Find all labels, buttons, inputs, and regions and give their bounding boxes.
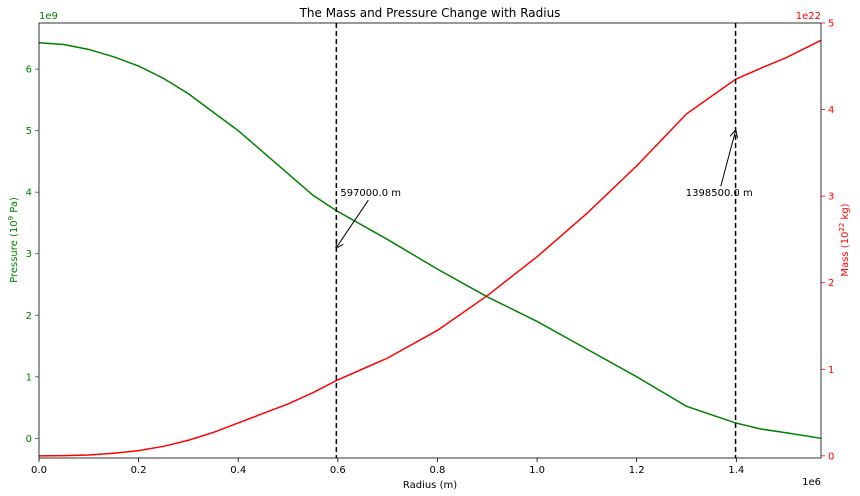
chart-title: The Mass and Pressure Change with Radius	[299, 6, 561, 20]
annotation-arrow-0	[336, 199, 369, 247]
right-axis-ticks: 0 1 2 3 4 5	[821, 19, 834, 462]
plot-frame	[38, 22, 822, 459]
left-tick-label: 4	[26, 188, 32, 199]
x-tick-label: 1.4	[728, 465, 744, 476]
right-axis-label-suffix: kg)	[840, 203, 851, 222]
annotation-label-1: 1398500.0 m	[686, 188, 753, 199]
plot-background	[39, 23, 821, 458]
left-tick-label: 3	[26, 249, 32, 260]
left-tick-label: 2	[26, 311, 32, 322]
x-tick-label: 1.0	[529, 465, 545, 476]
right-tick-label: 1	[828, 365, 834, 376]
left-tick-label: 5	[26, 126, 32, 137]
x-tick-label: 1.2	[629, 465, 645, 476]
left-tick-label: 1	[26, 372, 32, 383]
annotation-layer: 597000.0 m 1398500.0 m	[336, 131, 753, 248]
right-tick-label: 2	[828, 278, 834, 289]
x-tick-label: 0.0	[31, 465, 47, 476]
x-tick-label: 0.8	[430, 465, 446, 476]
x-axis-offset-text: 1e6	[802, 477, 821, 488]
right-tick-label: 0	[828, 451, 834, 462]
x-axis-ticks: 0.0 0.2 0.4 0.6 0.8 1.0 1.2 1.4	[31, 458, 744, 476]
x-tick-label: 0.6	[330, 465, 346, 476]
right-axis-label: Mass (1022 kg)	[838, 203, 851, 276]
annotation-label-0: 597000.0 m	[340, 188, 401, 199]
x-tick-label: 0.4	[230, 465, 246, 476]
right-tick-label: 5	[828, 19, 834, 30]
right-axis-label-exponent: 22	[838, 223, 846, 232]
right-axis-label-prefix: Mass (10	[840, 232, 851, 277]
left-axis-offset-text: 1e9	[39, 11, 58, 22]
right-tick-label: 4	[828, 105, 834, 116]
annotation-arrow-1	[720, 131, 736, 187]
left-tick-label: 0	[26, 434, 32, 445]
right-tick-label: 3	[828, 192, 834, 203]
left-tick-label: 6	[26, 65, 32, 76]
x-tick-label: 0.2	[131, 465, 147, 476]
left-axis-label-prefix: Pressure (10	[9, 220, 20, 283]
left-axis-ticks: 0 1 2 3 4 5 6	[26, 65, 39, 445]
pressure-series-line	[38, 41, 822, 440]
mass-series-line	[38, 39, 822, 457]
right-axis-offset-text: 1e22	[796, 11, 821, 22]
series-layer	[38, 39, 822, 457]
left-axis-label-suffix: Pa)	[9, 197, 20, 216]
left-axis-label: Pressure (109 Pa)	[7, 197, 20, 283]
x-axis-label: Radius (m)	[403, 480, 457, 491]
left-axis-label-exponent: 9	[7, 216, 15, 220]
